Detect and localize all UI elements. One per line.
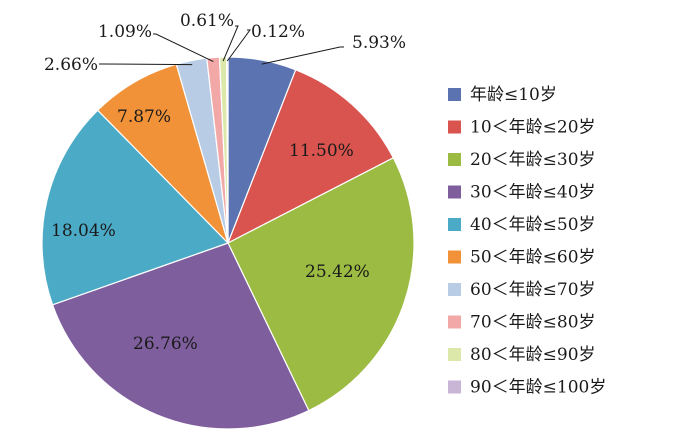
data-labels: 5.93% 11.50% 25.42% 26.76% 18.04% 7.87% 2.66%1…	[44, 11, 406, 354]
pie-slice-10	[225, 56, 229, 244]
legend-swatch-7	[448, 283, 461, 296]
data-label-4: 26.76%	[133, 334, 198, 354]
pie-slice-5	[41, 109, 230, 306]
legend-label-6: 50＜年龄≤60岁	[470, 248, 596, 268]
pie-slice-4	[51, 242, 310, 430]
legend-label-3: 20＜年龄≤30岁	[470, 150, 596, 170]
data-label-6: 7.87%	[117, 107, 171, 127]
legend-swatch-9	[448, 348, 461, 361]
pie-slice-3	[227, 157, 415, 412]
legend-swatch-5	[448, 218, 461, 231]
legend-label-2: 10＜年龄≤20岁	[470, 118, 596, 138]
legend-label-5: 40＜年龄≤50岁	[470, 215, 596, 235]
data-label-5: 18.04%	[51, 221, 116, 241]
legend-swatch-4	[448, 185, 461, 199]
data-label-3: 25.42%	[305, 262, 370, 282]
leader-lines	[99, 25, 344, 66]
legend-swatch-3	[448, 153, 461, 166]
legend-swatch-10	[448, 380, 461, 394]
legend-swatch-6	[448, 250, 461, 264]
legend-label-9: 80＜年龄≤90岁	[470, 345, 596, 365]
legend-swatch-2	[448, 120, 461, 134]
legend-label-1: 年龄≤10岁	[470, 85, 557, 105]
legend-label-8: 70＜年龄≤80岁	[470, 313, 596, 333]
data-label-2: 11.50%	[289, 141, 354, 161]
pie-slices	[41, 56, 415, 430]
leader-line-10	[226, 29, 251, 62]
leader-line-8	[153, 33, 214, 63]
leader-line-9	[222, 25, 239, 62]
legend-swatch-1	[448, 88, 461, 101]
legend-label-7: 60＜年龄≤70岁	[470, 280, 596, 300]
leader-line-1	[261, 46, 344, 65]
legend: 年龄≤10岁 10＜年龄≤20岁 20＜年龄≤30岁 30＜年龄≤40岁 40＜年龄≤5…	[448, 85, 606, 398]
pie-slice-2	[226, 68, 395, 245]
data-label-10: 0.12%	[251, 22, 305, 42]
data-label-9: 0.61%	[180, 11, 234, 31]
legend-label-10: 90＜年龄≤100岁	[470, 378, 606, 398]
legend-label-4: 30＜年龄≤40岁	[470, 183, 596, 203]
legend-swatch-8	[448, 315, 461, 329]
leader-line-7	[99, 63, 193, 66]
data-label-8: 1.09%	[98, 22, 152, 42]
data-label-1: 5.93%	[352, 33, 406, 53]
data-label-7: 2.66%	[44, 55, 98, 75]
